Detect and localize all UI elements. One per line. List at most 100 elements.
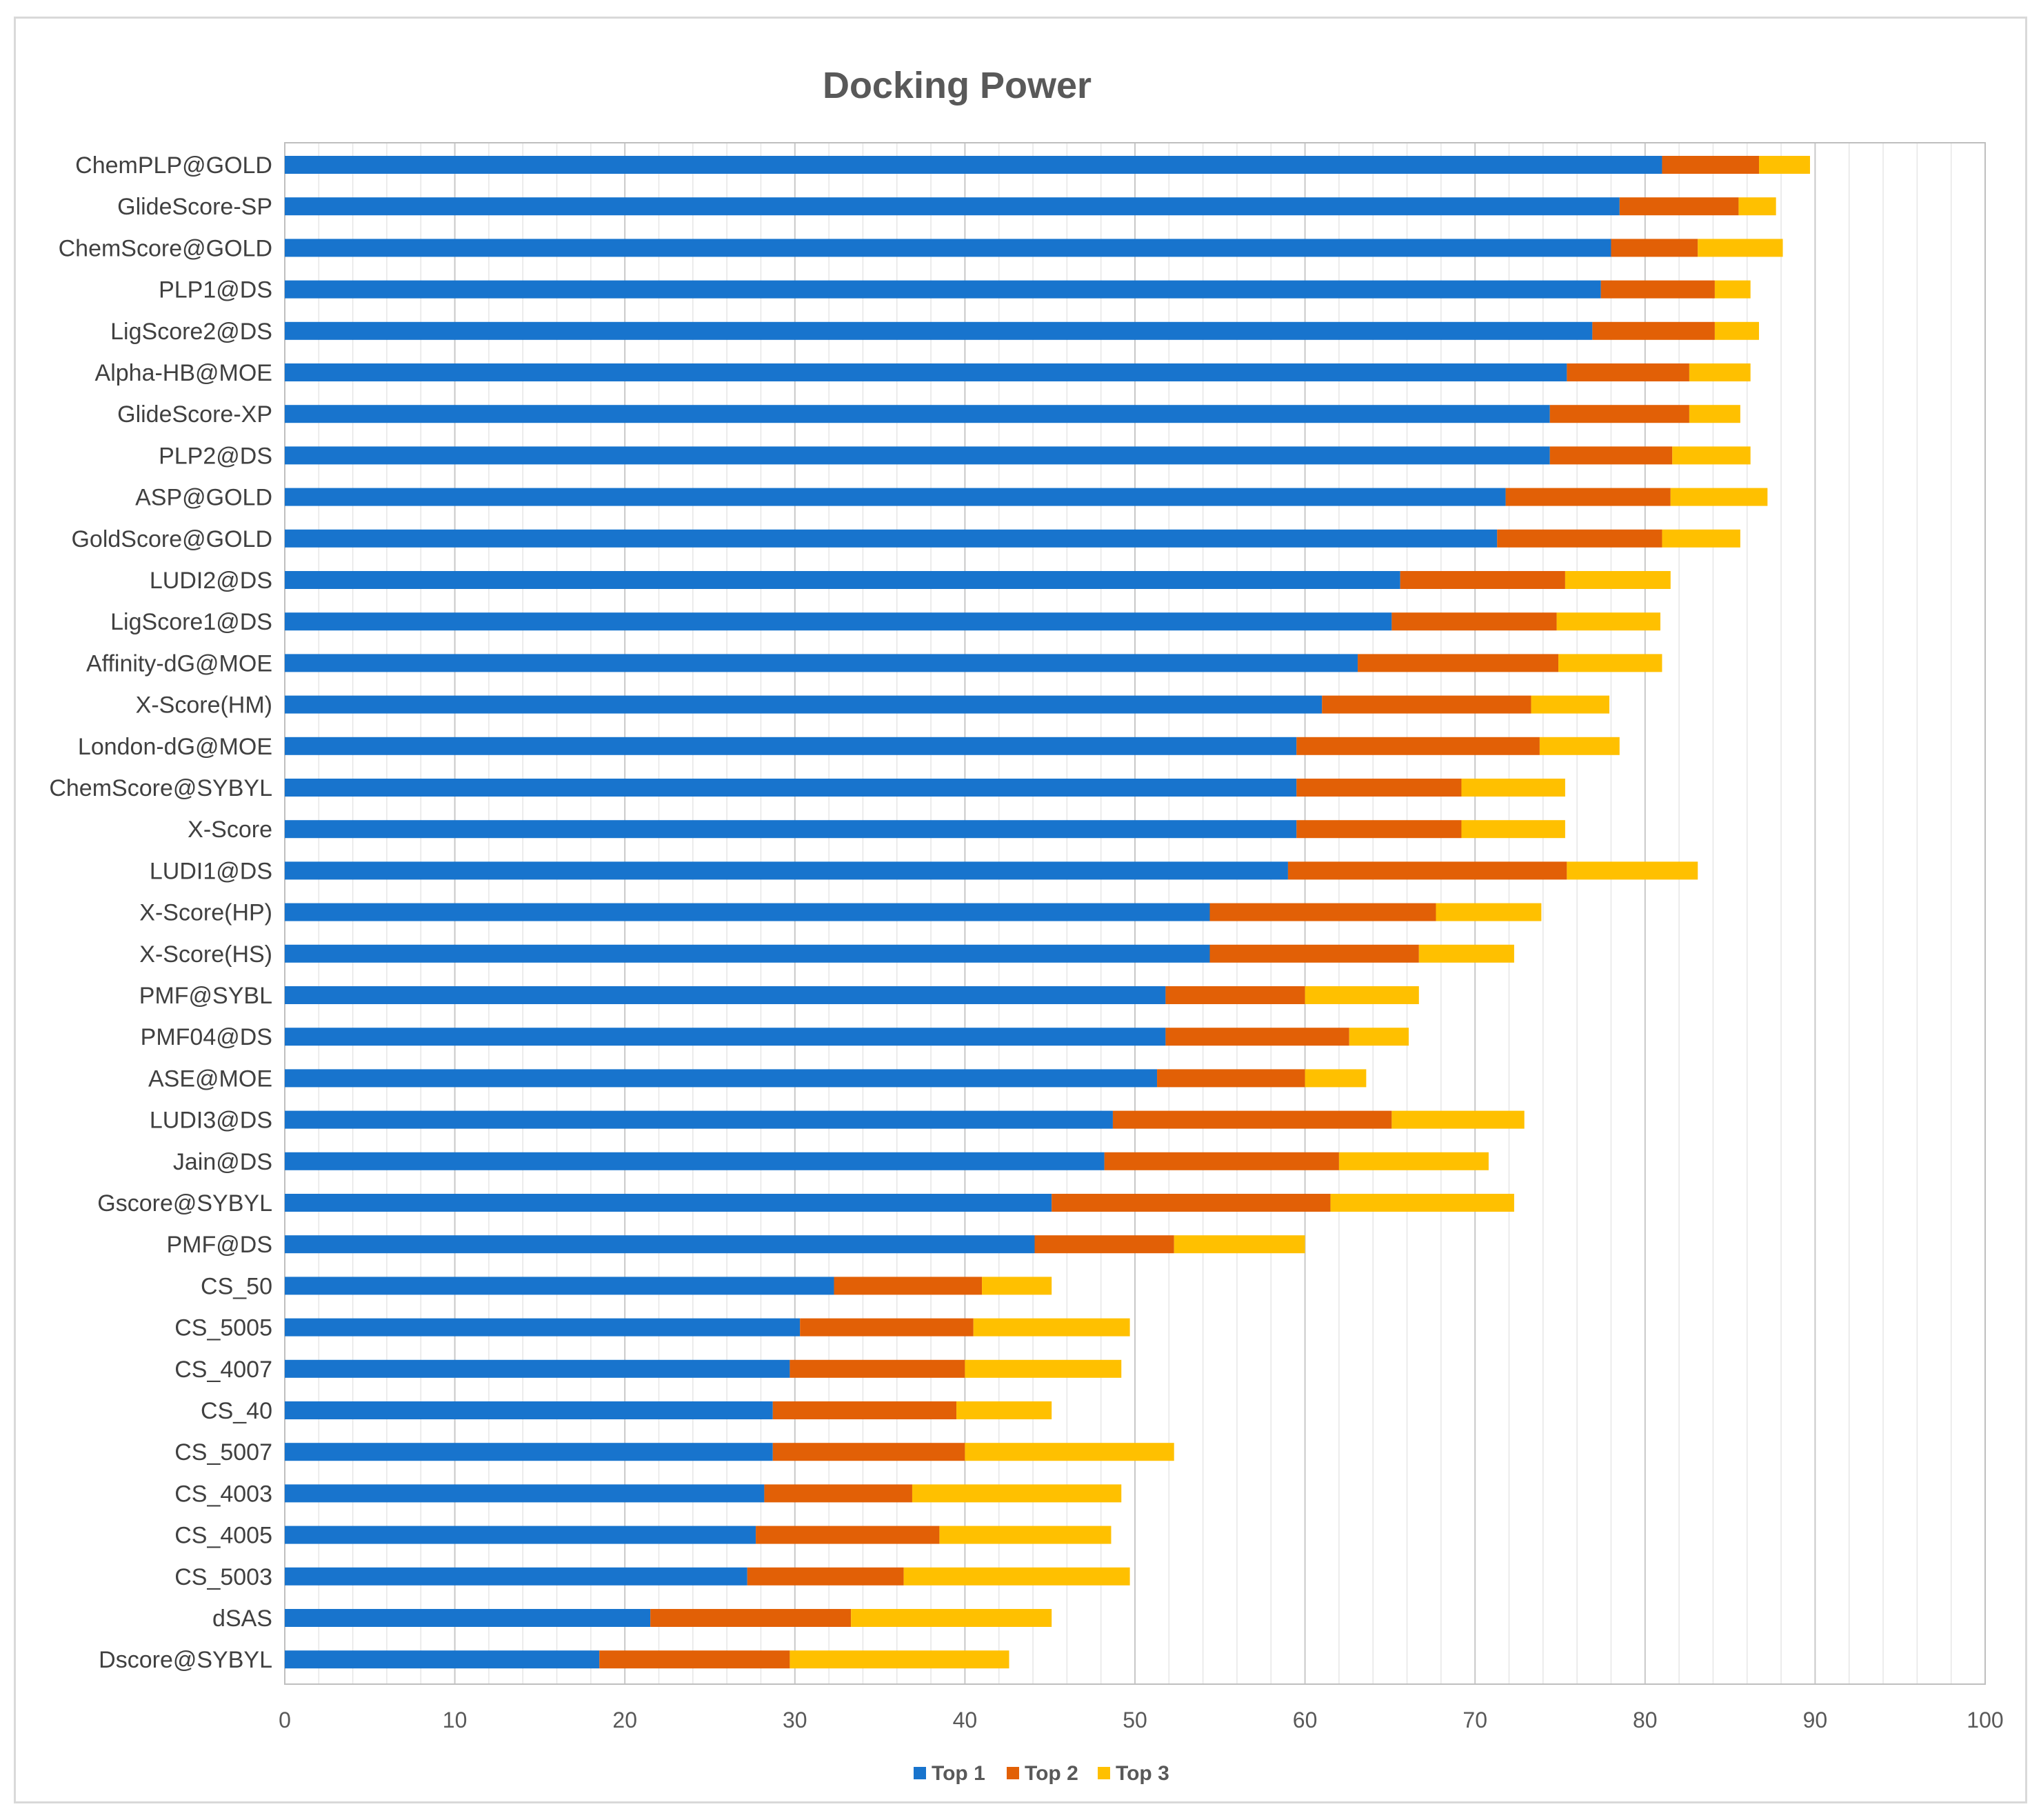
bar-segment-top-3	[1738, 197, 1776, 216]
bar-segment-top-2	[1322, 695, 1531, 714]
bar-segment-top-2	[1567, 363, 1689, 381]
bar-segment-top-2	[1157, 1069, 1305, 1088]
bar-segment-top-1	[285, 239, 1611, 257]
bar-segment-top-3	[1558, 654, 1662, 672]
category-label: CS_4007	[174, 1357, 272, 1383]
category-label: PMF@DS	[166, 1232, 272, 1258]
category-label: CS_5005	[174, 1315, 272, 1341]
bar-segment-top-2	[772, 1401, 957, 1419]
bar-segment-top-1	[285, 280, 1601, 299]
category-label: PMF04@DS	[141, 1024, 272, 1050]
bar-segment-top-1	[285, 1401, 773, 1419]
bar-segment-top-1	[285, 529, 1498, 548]
category-label: ChemScore@SYBYL	[49, 775, 272, 801]
category-label: GlideScore-XP	[117, 401, 272, 428]
bar-segment-top-1	[285, 1028, 1166, 1046]
x-tick-label: 90	[1803, 1708, 1828, 1732]
legend-swatch	[914, 1767, 926, 1779]
bar-segment-top-2	[756, 1526, 940, 1544]
bar-segment-top-2	[1600, 280, 1715, 299]
bar-segment-top-1	[285, 903, 1210, 921]
bar-segment-top-3	[1305, 1069, 1367, 1088]
bar-segment-top-1	[285, 1609, 651, 1627]
bar-segment-top-2	[747, 1567, 904, 1586]
bar-segment-top-2	[1112, 1110, 1392, 1129]
bar-segment-top-3	[1759, 156, 1811, 174]
category-label: Dscore@SYBYL	[99, 1647, 272, 1673]
x-tick-label: 10	[443, 1708, 467, 1732]
x-tick-label: 20	[612, 1708, 637, 1732]
category-label: CS_40	[201, 1398, 272, 1424]
bar-segment-top-1	[285, 1650, 600, 1669]
bar-segment-top-1	[285, 321, 1593, 340]
bar-segment-top-3	[851, 1609, 1052, 1627]
category-label: dSAS	[212, 1606, 272, 1632]
bar-segment-top-2	[1209, 903, 1436, 921]
category-label: Affinity-dG@MOE	[86, 650, 272, 677]
x-tick-label: 40	[953, 1708, 978, 1732]
bar-segment-top-3	[1418, 944, 1514, 963]
legend: Top 1 Top 2 Top 3	[914, 1762, 1169, 1785]
category-label: LigScore2@DS	[110, 319, 272, 345]
bar-segment-top-3	[1338, 1152, 1489, 1170]
bar-segment-top-2	[1052, 1194, 1331, 1212]
bar-segment-top-3	[1662, 529, 1740, 548]
bar-segment-top-2	[1611, 239, 1698, 257]
category-label: GoldScore@GOLD	[71, 526, 272, 552]
bar-segment-top-3	[1670, 488, 1768, 506]
bar-segment-top-2	[1549, 405, 1689, 423]
legend-label: Top 2	[1025, 1762, 1078, 1785]
category-label: LUDI1@DS	[150, 858, 272, 884]
category-label: Alpha-HB@MOE	[95, 360, 272, 386]
x-tick-label: 0	[279, 1708, 291, 1732]
bar-segment-top-3	[1330, 1194, 1514, 1212]
category-label: PMF@SYBL	[139, 983, 272, 1009]
bar-segment-top-3	[1565, 571, 1671, 589]
bar-segment-top-2	[1662, 156, 1760, 174]
bar-segment-top-3	[1461, 779, 1565, 797]
bar-segment-top-2	[1165, 1028, 1349, 1046]
x-tick-label: 100	[1967, 1708, 2003, 1732]
bar-segment-top-2	[1358, 654, 1559, 672]
bar-segment-top-1	[285, 612, 1392, 631]
bar-segment-top-3	[790, 1650, 1009, 1669]
bar-segment-top-1	[285, 363, 1567, 381]
category-label: CS_4003	[174, 1481, 272, 1507]
bar-segment-top-2	[1296, 820, 1462, 839]
bar-segment-top-1	[285, 446, 1550, 465]
x-tick-label: 80	[1633, 1708, 1658, 1732]
bar-segment-top-1	[285, 1526, 756, 1544]
category-label: Jain@DS	[173, 1149, 272, 1175]
bar-segment-top-2	[1592, 321, 1715, 340]
bar-segment-top-1	[285, 1443, 773, 1461]
bar-segment-top-1	[285, 737, 1297, 755]
bar-segment-top-2	[764, 1484, 912, 1503]
bar-segment-top-3	[956, 1401, 1052, 1419]
category-label: London-dG@MOE	[78, 734, 272, 760]
category-label: PLP1@DS	[159, 277, 272, 303]
bar-segment-top-3	[1714, 321, 1760, 340]
bar-segment-top-3	[1567, 861, 1698, 880]
bar-segment-top-1	[285, 1110, 1113, 1129]
bar-segment-top-2	[1497, 529, 1662, 548]
legend-label: Top 1	[932, 1762, 985, 1785]
docking-power-chart: Docking Power ChemPLP@GOLDGlideScore-SPC…	[49, 65, 2003, 1785]
category-label: ASE@MOE	[148, 1066, 272, 1092]
category-label: Gscore@SYBYL	[97, 1190, 272, 1217]
bar-segment-top-2	[1287, 861, 1567, 880]
chart-title: Docking Power	[823, 65, 1092, 106]
bar-segment-top-2	[834, 1277, 983, 1295]
bar-segment-top-3	[982, 1277, 1052, 1295]
category-label: CS_50	[201, 1273, 272, 1299]
category-label: ChemPLP@GOLD	[75, 152, 272, 179]
bar-segment-top-2	[650, 1609, 852, 1627]
bar-segment-top-2	[1296, 779, 1462, 797]
bar-segment-top-2	[790, 1359, 965, 1378]
bar-segment-top-3	[903, 1567, 1130, 1586]
x-tick-label: 30	[783, 1708, 807, 1732]
category-label: ASP@GOLD	[135, 485, 272, 511]
category-label: CS_4005	[174, 1523, 272, 1549]
bar-segment-top-1	[285, 1277, 834, 1295]
x-tick-label: 60	[1293, 1708, 1318, 1732]
bar-segment-top-3	[1436, 903, 1542, 921]
